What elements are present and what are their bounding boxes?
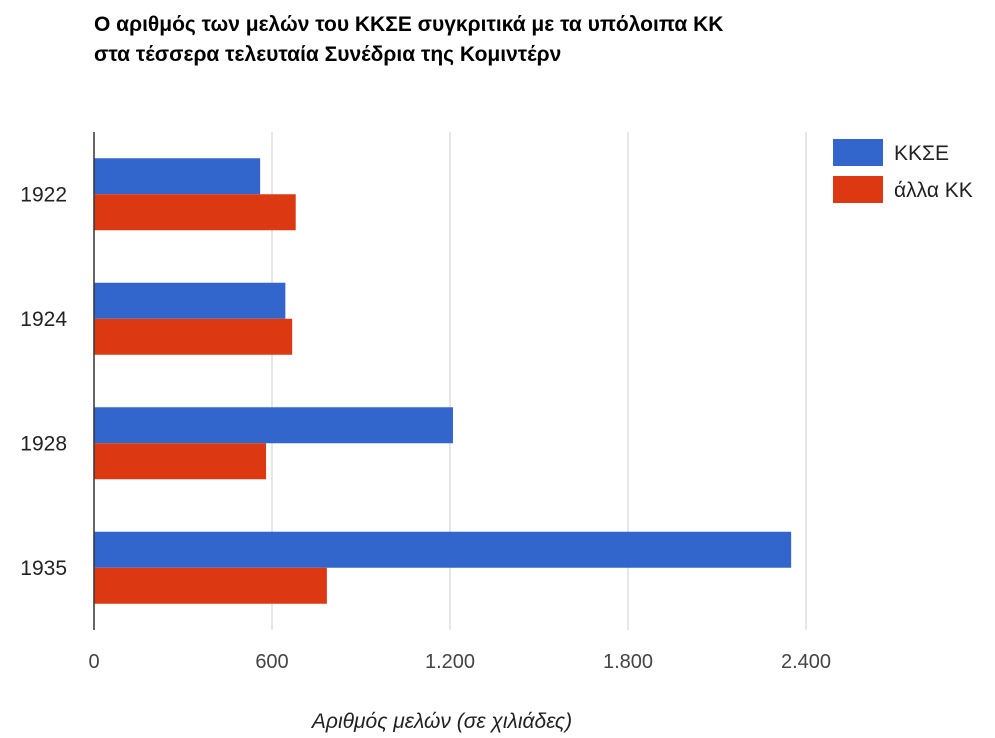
legend-label: άλλα ΚΚ [894, 179, 973, 202]
x-tick-label: 2.400 [781, 651, 831, 673]
legend-label: ΚΚΣΕ [894, 142, 949, 165]
x-tick-label: 1.200 [425, 651, 475, 673]
bar-1928-alla-kk [94, 443, 267, 480]
bar-1928-kkse [94, 407, 453, 444]
x-tick-label: 0 [88, 651, 99, 673]
legend-swatch [833, 176, 883, 203]
bars [94, 158, 792, 604]
category-label: 1922 [20, 183, 67, 206]
chart-title: Ο αριθμός των μελών του ΚΚΣΕ συγκριτικά … [94, 13, 724, 66]
category-label: 1924 [20, 308, 67, 331]
bar-1935-alla-kk [94, 567, 327, 604]
category-label: 1928 [20, 432, 67, 455]
bar-1922-alla-kk [94, 194, 296, 231]
x-tick-label: 1.800 [603, 651, 653, 673]
bar-1924-alla-kk [94, 318, 293, 355]
category-label: 1935 [20, 557, 67, 580]
bar-1922-kkse [94, 158, 261, 195]
bar-1924-kkse [94, 282, 286, 319]
axis-labels: 0 600 1.200 1.800 2.400 1922 1924 1928 1935 [20, 183, 831, 673]
legend-swatch [833, 139, 883, 166]
x-axis-title: Αριθμός μελών (σε χιλιάδες) [310, 710, 572, 733]
bar-1935-kkse [94, 531, 792, 568]
x-tick-label: 600 [255, 651, 288, 673]
legend: ΚΚΣΕ άλλα ΚΚ [833, 139, 973, 203]
